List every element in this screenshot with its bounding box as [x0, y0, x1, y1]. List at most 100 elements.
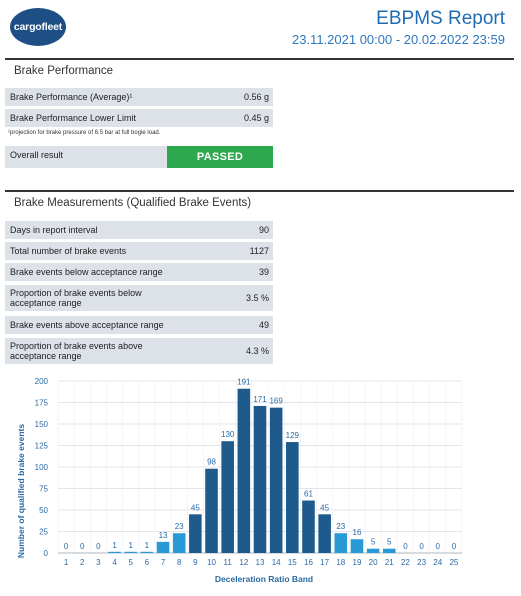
x-tick-label: 24	[433, 558, 442, 567]
report-title: EBPMS Report	[376, 8, 505, 29]
logo-text: cargofleet	[13, 21, 63, 33]
bar-value-label: 61	[304, 490, 313, 499]
kv-row-lower-limit: Brake Performance Lower Limit 0.45 g	[5, 109, 273, 127]
x-tick-label: 17	[320, 558, 329, 567]
footnote: ¹projection for brake pressure of 6.5 ba…	[8, 130, 161, 136]
kv-value: 49	[258, 320, 269, 330]
bar-value-label: 191	[237, 378, 251, 387]
histogram-bar	[302, 500, 315, 553]
kv-value: 39	[258, 267, 269, 277]
x-tick-label: 14	[272, 558, 281, 567]
x-tick-label: 25	[449, 558, 458, 567]
histogram-bar	[124, 551, 138, 553]
histogram-bar	[350, 539, 364, 553]
y-tick-label: 50	[39, 506, 48, 515]
kv-row-total: Total number of brake events 1127	[5, 242, 273, 260]
bar-value-label: 1	[145, 541, 150, 550]
overall-result-label: Overall result	[5, 146, 167, 168]
bar-value-label: 0	[403, 542, 408, 551]
bar-value-label: 171	[253, 395, 267, 404]
x-tick-label: 7	[161, 558, 166, 567]
bar-value-label: 129	[286, 431, 300, 440]
bar-value-label: 45	[191, 503, 200, 512]
kv-value: 1127	[249, 246, 269, 256]
histogram-bar	[237, 388, 251, 553]
kv-label: Proportion of brake events below accepta…	[10, 288, 142, 308]
report-date-range: 23.11.2021 00:00 - 20.02.2022 23:59	[291, 32, 505, 47]
kv-label: Brake events above acceptance range	[10, 320, 164, 330]
x-tick-label: 2	[80, 558, 85, 567]
y-tick-label: 75	[39, 485, 48, 494]
histogram-bar	[382, 548, 396, 553]
x-tick-label: 23	[417, 558, 426, 567]
histogram-bar	[189, 514, 202, 553]
y-tick-label: 175	[35, 399, 49, 408]
bar-value-label: 0	[419, 542, 424, 551]
x-tick-label: 6	[145, 558, 150, 567]
section-divider	[5, 190, 514, 192]
y-tick-label: 125	[35, 442, 49, 451]
y-tick-label: 200	[35, 377, 49, 386]
brake-performance-title: Brake Performance	[14, 65, 114, 77]
y-tick-label: 100	[35, 463, 49, 472]
x-tick-label: 5	[128, 558, 133, 567]
x-tick-label: 3	[96, 558, 101, 567]
cargofleet-logo: cargofleet	[10, 8, 66, 46]
kv-value: 4.3 %	[245, 346, 269, 356]
bar-value-label: 45	[320, 503, 329, 512]
x-tick-label: 15	[288, 558, 297, 567]
x-tick-label: 18	[336, 558, 345, 567]
kv-row-above-proportion: Proportion of brake events above accepta…	[5, 338, 273, 364]
kv-row-below: Brake events below acceptance range 39	[5, 263, 273, 281]
y-axis-label: Number of qualified brake events	[16, 424, 26, 558]
bar-value-label: 5	[387, 538, 392, 547]
y-tick-label: 0	[44, 549, 49, 558]
histogram-bar	[140, 551, 154, 553]
y-tick-label: 25	[39, 528, 48, 537]
histogram-bar	[156, 541, 170, 553]
histogram-bar	[286, 442, 299, 553]
bar-value-label: 23	[175, 522, 184, 531]
histogram-bar	[334, 533, 348, 553]
bar-value-label: 0	[96, 542, 101, 551]
x-tick-label: 9	[193, 558, 198, 567]
bar-value-label: 23	[336, 522, 345, 531]
histogram-bar	[269, 407, 283, 553]
histogram-bar	[205, 468, 218, 553]
kv-row-below-proportion: Proportion of brake events below accepta…	[5, 285, 273, 311]
histogram-bar	[108, 551, 121, 553]
x-axis-label: Deceleration Ratio Band	[215, 574, 313, 584]
x-tick-label: 1	[64, 558, 69, 567]
bar-value-label: 1	[128, 541, 133, 550]
kv-value: 3.5 %	[245, 293, 269, 303]
kv-row-above: Brake events above acceptance range 49	[5, 316, 273, 334]
bar-value-label: 130	[221, 430, 235, 439]
histogram-bar	[221, 441, 234, 553]
bar-value-label: 16	[353, 528, 362, 537]
x-tick-label: 12	[239, 558, 248, 567]
brake-measurements-title: Brake Measurements (Qualified Brake Even…	[14, 197, 252, 209]
x-tick-label: 11	[224, 558, 233, 567]
kv-value: 90	[258, 225, 269, 235]
bar-value-label: 0	[64, 542, 69, 551]
bar-value-label: 0	[452, 542, 457, 551]
x-tick-label: 16	[304, 558, 313, 567]
kv-label: Days in report interval	[10, 225, 98, 235]
bar-value-label: 0	[80, 542, 85, 551]
kv-label: Total number of brake events	[10, 246, 127, 256]
bar-value-label: 5	[371, 538, 376, 547]
brake-events-histogram: 0255075100125150175200010203141516137238…	[16, 377, 463, 584]
x-tick-label: 10	[207, 558, 216, 567]
kv-value: 0.56 g	[243, 92, 269, 102]
x-tick-label: 13	[256, 558, 265, 567]
bar-value-label: 1	[112, 541, 117, 550]
histogram-bar	[172, 533, 186, 553]
bar-value-label: 13	[159, 531, 168, 540]
kv-label: Proportion of brake events above accepta…	[10, 341, 143, 361]
x-tick-label: 22	[401, 558, 410, 567]
kv-label: Brake Performance (Average)¹	[10, 92, 133, 102]
kv-label: Brake events below acceptance range	[10, 267, 163, 277]
histogram-bar	[366, 548, 380, 553]
status-badge: PASSED	[167, 146, 273, 168]
kv-row-average: Brake Performance (Average)¹ 0.56 g	[5, 88, 273, 106]
